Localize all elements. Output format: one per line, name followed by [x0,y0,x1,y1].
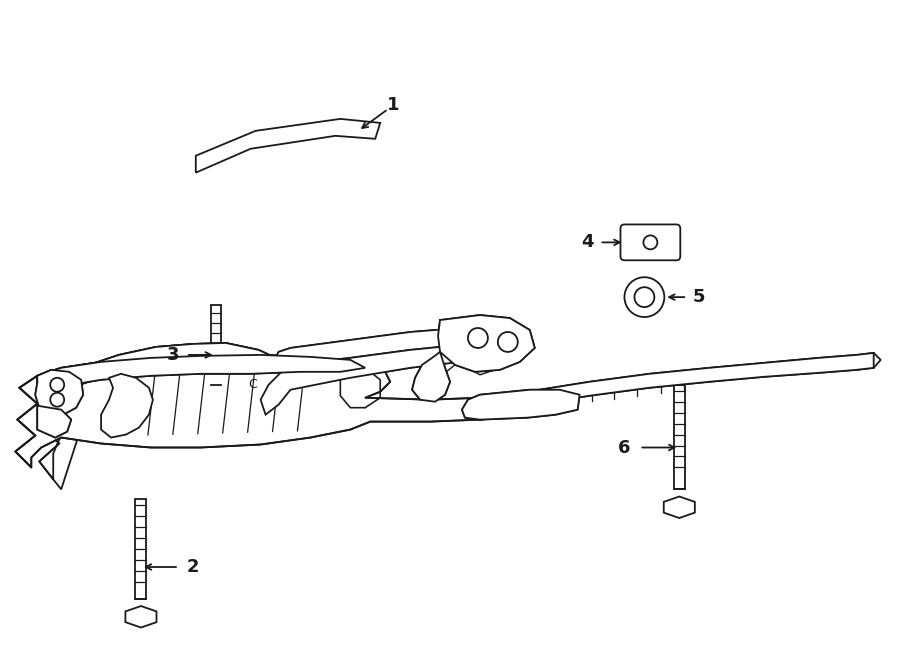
Text: 4: 4 [581,233,594,251]
Polygon shape [15,355,580,467]
Text: C: C [266,391,274,405]
Polygon shape [101,374,153,438]
Polygon shape [412,352,450,402]
Polygon shape [35,370,83,414]
Polygon shape [67,343,289,388]
Polygon shape [196,119,380,173]
Polygon shape [438,315,535,372]
Polygon shape [37,406,71,438]
Polygon shape [505,353,874,412]
Text: 3: 3 [166,346,179,364]
Text: 6: 6 [618,438,631,457]
Polygon shape [37,355,365,390]
Polygon shape [462,390,580,420]
Polygon shape [40,343,291,489]
Polygon shape [261,335,509,414]
Text: 1: 1 [387,96,400,114]
Text: 5: 5 [693,288,706,306]
Text: 2: 2 [186,558,199,576]
Polygon shape [275,318,509,365]
Text: C: C [248,378,257,391]
